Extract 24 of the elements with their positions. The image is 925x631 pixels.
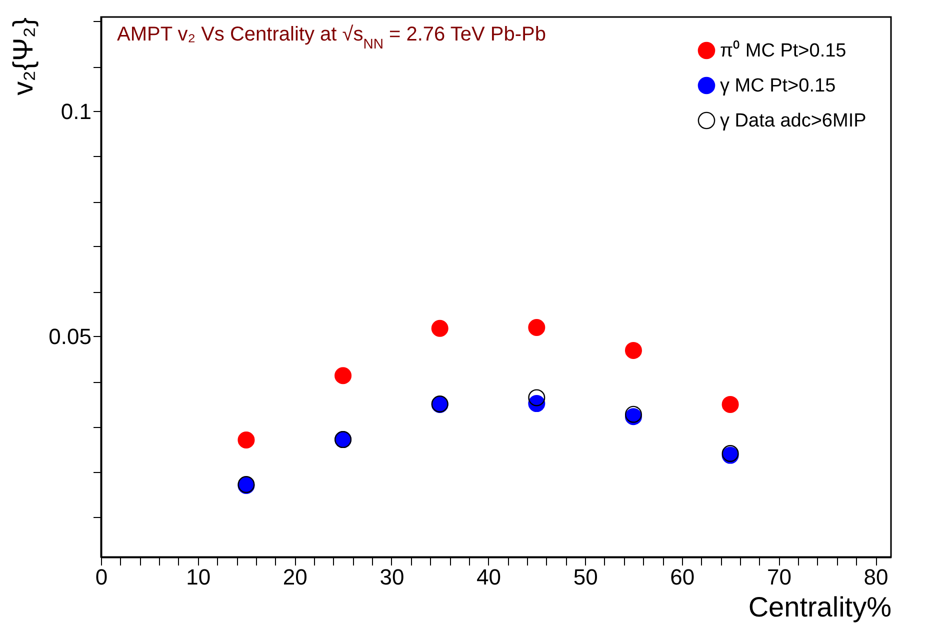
x-tick-label: 20: [282, 564, 308, 590]
point: [238, 432, 255, 448]
x-tick-label: 60: [670, 564, 695, 590]
y-axis-title: v₂{Ψ₂}: [8, 18, 39, 96]
legend-label: γ Data adc>6MIP: [720, 110, 866, 132]
x-tick-label: 10: [186, 564, 211, 590]
point: [334, 367, 352, 384]
point: [722, 396, 739, 413]
x-tick-label: 0: [95, 564, 108, 590]
y-tick-label: 0.05: [48, 324, 92, 349]
x-tick-label: 40: [476, 564, 501, 590]
x-tick-label: 70: [766, 564, 792, 590]
point: [624, 342, 642, 359]
point: [431, 320, 448, 337]
legend-label: π⁰ MC Pt>0.15: [720, 40, 846, 62]
x-tick-label: 80: [864, 564, 888, 590]
legend-label: γ MC Pt>0.15: [720, 76, 836, 96]
text: AMPT v₂ Vs Centrality at √s$_{NN}$ = 2.76 TeV Pb-Pb: [117, 24, 546, 52]
point: [528, 389, 546, 406]
x-axis-title: Centrality%: [748, 592, 892, 622]
x-tick-label: 50: [573, 564, 598, 590]
point: [528, 319, 546, 336]
x-tick-label: 30: [380, 564, 404, 590]
y-tick-label: 0.1: [60, 99, 92, 124]
